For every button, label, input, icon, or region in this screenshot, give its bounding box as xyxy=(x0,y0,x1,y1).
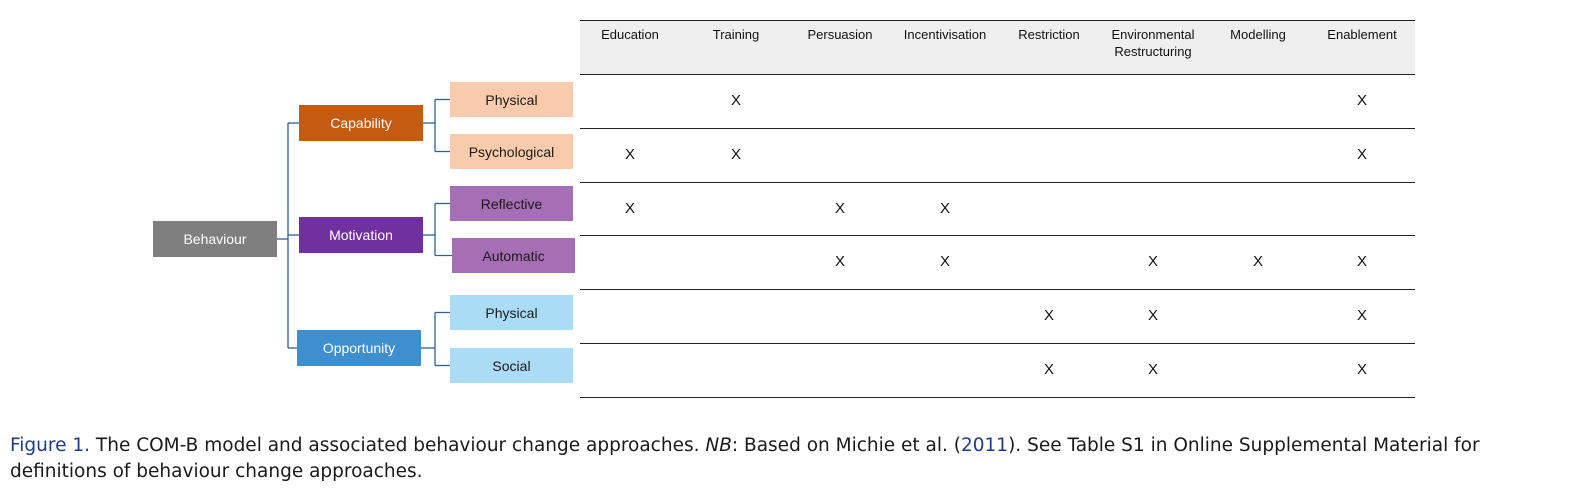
table-row-rule xyxy=(580,235,1415,236)
mark-x: X xyxy=(1356,253,1367,270)
mark-x: X xyxy=(1356,92,1367,109)
behaviour-node: Behaviour xyxy=(153,221,277,257)
figure-caption: Figure 1. The COM-B model and associated… xyxy=(10,433,1570,485)
mark-x: X xyxy=(1356,307,1367,324)
caption-nb-label: NB xyxy=(705,435,732,456)
capability-physical-node: Physical xyxy=(450,82,573,117)
mark-x: X xyxy=(730,92,741,109)
column-header-education: Education xyxy=(601,27,659,42)
column-header-restriction: Restriction xyxy=(1018,27,1080,42)
column-header-modelling: Modelling xyxy=(1230,27,1286,42)
mark-x: X xyxy=(624,146,635,163)
mark-x: X xyxy=(1252,253,1263,270)
mark-x: X xyxy=(834,253,845,270)
table-row-rule xyxy=(580,128,1415,129)
opportunity-social-node: Social xyxy=(450,348,573,383)
mark-x: X xyxy=(939,200,950,217)
tree-connectors xyxy=(277,98,452,367)
capability-psychological-node: Psychological xyxy=(450,134,573,169)
mark-x: X xyxy=(1356,361,1367,378)
caption-text-1: The COM-B model and associated behaviour… xyxy=(90,435,706,456)
caption-text-3: ). See Table S1 in Online Supplemental M… xyxy=(10,435,1480,482)
table-header-band xyxy=(580,20,1415,74)
caption-ref-year: 2011 xyxy=(961,435,1009,456)
mark-x: X xyxy=(1356,146,1367,163)
mark-x: X xyxy=(1043,307,1054,324)
table-row-rule xyxy=(580,182,1415,183)
mark-x: X xyxy=(624,200,635,217)
column-header-training: Training xyxy=(712,27,760,42)
capability-node: Capability xyxy=(299,105,423,141)
table-row-rule xyxy=(580,343,1415,344)
motivation-node: Motivation xyxy=(299,217,423,253)
mark-x: X xyxy=(939,253,950,270)
column-header-environmental-restructuring: Environmental Restructuring xyxy=(1111,27,1195,59)
mark-x: X xyxy=(834,200,845,217)
column-header-incentivisation: Incentivisation xyxy=(903,27,987,42)
mark-x: X xyxy=(1147,253,1158,270)
table-top-rule xyxy=(580,20,1415,21)
table-row-rule xyxy=(580,397,1415,398)
opportunity-node: Opportunity xyxy=(297,330,421,366)
column-header-persuasion: Persuasion xyxy=(807,27,873,42)
mark-x: X xyxy=(1147,307,1158,324)
table-row-rule xyxy=(580,289,1415,290)
caption-text-2: : Based on Michie et al. ( xyxy=(731,435,961,456)
mark-x: X xyxy=(730,146,741,163)
motivation-reflective-node: Reflective xyxy=(450,186,573,221)
opportunity-physical-node: Physical xyxy=(450,295,573,330)
mark-x: X xyxy=(1043,361,1054,378)
table-header-rule xyxy=(580,74,1415,75)
mark-x: X xyxy=(1147,361,1158,378)
motivation-automatic-node: Automatic xyxy=(452,238,575,273)
column-header-enablement: Enablement xyxy=(1327,27,1397,42)
figure-label: Figure 1. xyxy=(10,435,91,456)
